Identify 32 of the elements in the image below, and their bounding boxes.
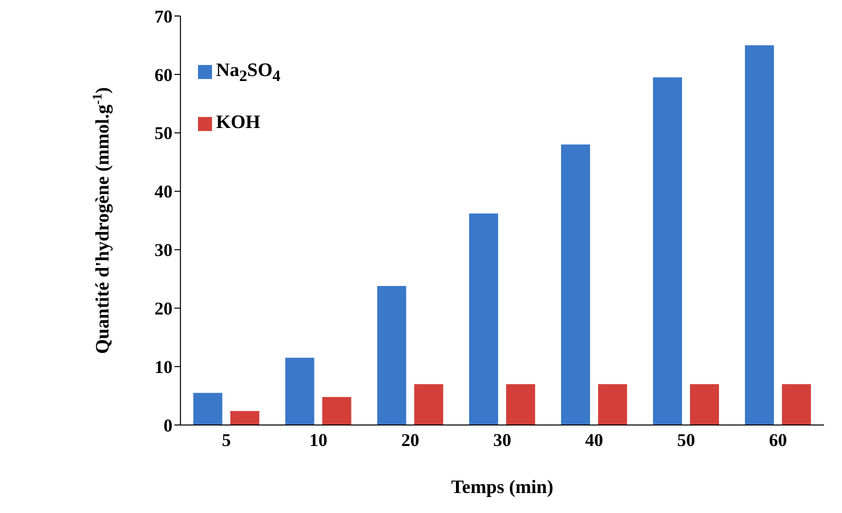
legend-label: KOH xyxy=(216,112,260,133)
y-tick-label: 70 xyxy=(154,6,172,26)
bar xyxy=(285,358,314,425)
x-axis-title: Temps (min) xyxy=(451,477,554,498)
bar xyxy=(561,144,590,425)
y-tick-label: 40 xyxy=(154,182,172,202)
bar xyxy=(506,384,536,425)
bar xyxy=(652,77,682,425)
x-tick-label: 5 xyxy=(222,430,231,450)
bar xyxy=(377,286,406,425)
bar xyxy=(744,45,774,425)
y-tick-label: 30 xyxy=(154,240,172,260)
bar xyxy=(193,392,222,425)
x-tick-label: 30 xyxy=(493,430,512,450)
bar xyxy=(230,410,260,425)
x-tick-label: 10 xyxy=(309,430,328,450)
bar xyxy=(690,384,719,425)
bar xyxy=(598,384,628,425)
bar xyxy=(322,396,352,425)
x-tick-label: 40 xyxy=(585,430,604,450)
y-tick-label: 20 xyxy=(154,298,172,319)
bar xyxy=(782,384,811,425)
x-tick-label: 60 xyxy=(769,430,788,450)
bar xyxy=(469,213,498,425)
legend-label: Na$_{2}$SO$_{4}$ xyxy=(216,60,280,85)
x-tick-label: 20 xyxy=(401,430,420,450)
bar xyxy=(414,384,444,425)
x-tick-label: 50 xyxy=(677,430,696,450)
y-tick-label: 60 xyxy=(154,64,172,85)
y-tick-label: 10 xyxy=(154,356,172,377)
y-tick-label: 0 xyxy=(163,415,172,436)
y-tick-label: 50 xyxy=(154,123,172,144)
